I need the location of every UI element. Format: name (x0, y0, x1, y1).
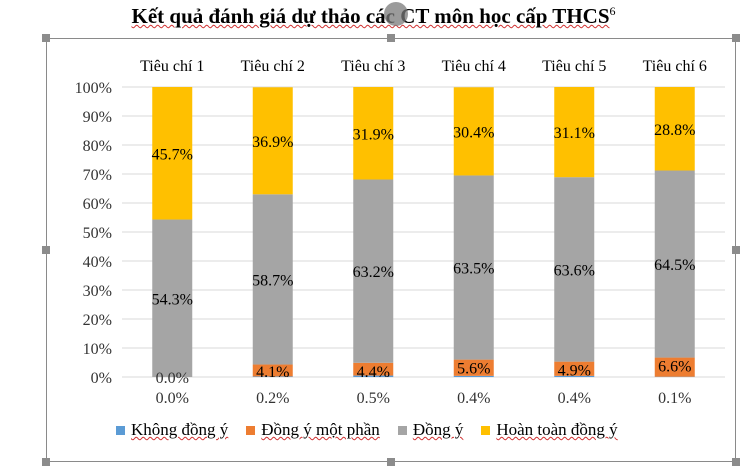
category-label: Tiêu chí 5 (542, 58, 606, 75)
bar-segment-3 (554, 177, 595, 362)
data-label-4: 30.4% (453, 124, 494, 141)
data-label-3: 64.5% (654, 257, 695, 274)
bar-segment-1 (252, 376, 293, 377)
data-label-4: 31.1% (554, 125, 595, 142)
category-label: Tiêu chí 6 (643, 58, 707, 75)
chart-title-footnote: 6 (609, 4, 616, 18)
bar-segment-3 (353, 179, 394, 363)
resize-handle-middle-left[interactable] (42, 246, 50, 254)
resize-handle-top-center[interactable] (387, 34, 395, 42)
bar-segment-2 (554, 361, 595, 376)
resize-handle-bottom-right[interactable] (732, 458, 740, 466)
bar-segment-3 (453, 175, 494, 360)
category-label: Tiêu chí 3 (341, 58, 405, 75)
resize-handle-bottom-left[interactable] (42, 458, 50, 466)
y-tick-label: 50% (83, 225, 112, 242)
bar-segment-4 (152, 87, 193, 220)
data-label-2: 4.9% (558, 363, 591, 380)
chart-legend: Không đồng ý Đồng ý một phần Đồng ý Hoàn to… (116, 418, 636, 442)
data-label-1: 0.2% (256, 390, 289, 407)
data-label-3: 58.7% (252, 272, 293, 289)
bar-segment-3 (654, 170, 695, 358)
legend-item: Hoàn toàn đồng ý (481, 420, 618, 440)
legend-label: Đồng ý (412, 420, 464, 439)
y-tick-label: 40% (83, 254, 112, 271)
bar-segment-2 (353, 362, 394, 376)
data-label-4: 31.9% (353, 126, 394, 143)
anchor-icon[interactable] (384, 2, 408, 26)
resize-handle-top-left[interactable] (42, 34, 50, 42)
legend-item: Đồng ý một phần (246, 420, 380, 440)
bar-segment-3 (152, 219, 193, 377)
data-label-1: 0.4% (457, 390, 490, 407)
y-tick-label: 0% (91, 370, 112, 387)
bar-segment-2 (252, 364, 293, 377)
y-tick-label: 10% (83, 341, 112, 358)
data-label-4: 28.8% (654, 122, 695, 139)
data-label-2: 4.4% (357, 364, 390, 381)
bar-segment-4 (554, 87, 595, 178)
bar-segment-2 (654, 357, 695, 377)
data-label-zero: 0.0% (156, 370, 189, 387)
data-label-1: 0.1% (658, 390, 691, 407)
resize-handle-bottom-center[interactable] (387, 458, 395, 466)
y-tick-label: 90% (83, 109, 112, 126)
data-label-1: 0.4% (558, 390, 591, 407)
legend-swatch (397, 425, 407, 435)
y-tick-label: 20% (83, 312, 112, 329)
category-label: Tiêu chí 4 (442, 58, 506, 75)
y-tick-label: 80% (83, 138, 112, 155)
y-tick-label: 100% (75, 80, 112, 97)
data-label-1: 0.0% (156, 390, 189, 407)
bar-segment-2 (453, 359, 494, 376)
data-label-2: 4.1% (256, 364, 289, 381)
legend-swatch (481, 425, 491, 435)
bar-segment-4 (252, 87, 293, 195)
bar-segment-1 (353, 375, 394, 377)
legend-swatch (116, 425, 125, 435)
bar-segment-1 (453, 375, 494, 377)
y-tick-label: 60% (83, 196, 112, 213)
data-label-3: 63.2% (353, 264, 394, 281)
legend-item: Đồng ý (397, 420, 464, 440)
y-tick-label: 70% (83, 167, 112, 184)
bar-segment-1 (554, 375, 595, 377)
data-label-1: 0.5% (357, 390, 390, 407)
bar-segment-4 (453, 87, 494, 176)
legend-item: Không đồng ý (116, 420, 228, 440)
data-label-3: 63.5% (453, 261, 494, 278)
bar-segment-3 (252, 194, 293, 365)
legend-label: Đồng ý một phần (261, 420, 380, 439)
legend-label: Không đồng ý (131, 420, 229, 439)
data-label-3: 54.3% (152, 291, 193, 308)
category-label: Tiêu chí 1 (140, 58, 204, 75)
data-label-2: 5.6% (457, 361, 490, 378)
category-label: Tiêu chí 2 (241, 58, 305, 75)
chart-title: Kết quả đánh giá dự thảo các CT môn học … (0, 4, 747, 29)
legend-swatch (246, 425, 256, 435)
legend-label: Hoàn toàn đồng ý (496, 420, 618, 439)
data-label-4: 45.7% (152, 146, 193, 163)
bar-segment-4 (654, 87, 695, 171)
bar-segment-4 (353, 87, 394, 180)
y-tick-label: 30% (83, 283, 112, 300)
chart-title-text: Kết quả đánh giá dự thảo các CT môn học … (131, 4, 610, 28)
data-label-4: 36.9% (252, 134, 293, 151)
resize-handle-middle-right[interactable] (732, 246, 740, 254)
resize-handle-top-right[interactable] (732, 34, 740, 42)
data-label-2: 6.6% (658, 359, 691, 376)
data-label-3: 63.6% (554, 262, 595, 279)
